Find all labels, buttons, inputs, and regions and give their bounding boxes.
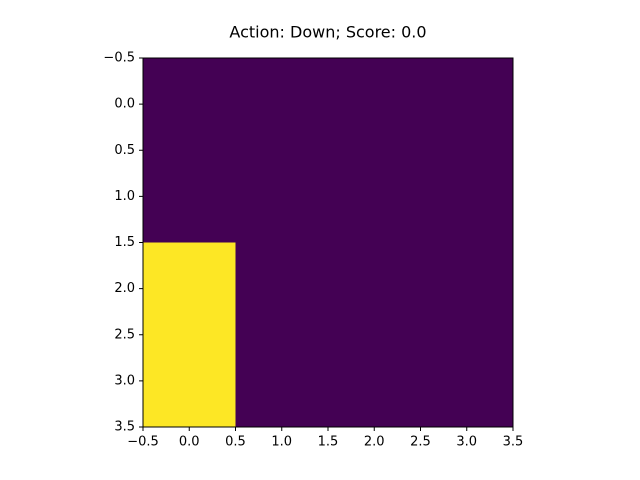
cell (235, 150, 328, 243)
cell (420, 334, 513, 427)
y-tick-label: 1.0 (114, 189, 135, 204)
cell (420, 242, 513, 335)
x-tick-label: 1.0 (271, 435, 292, 450)
cell (235, 242, 328, 335)
x-tick-label: 0.5 (225, 435, 246, 450)
x-tick-label: −0.5 (127, 435, 159, 450)
cell (420, 150, 513, 243)
cell (235, 58, 328, 151)
y-tick-label: 1.5 (114, 235, 135, 250)
x-tick-label: 1.5 (318, 435, 339, 450)
y-tick-label: 2.0 (114, 281, 135, 296)
cell (420, 58, 513, 151)
y-tick-label: 0.0 (114, 97, 135, 112)
x-tick-label: 2.5 (410, 435, 431, 450)
chart-title: Action: Down; Score: 0.0 (229, 23, 426, 42)
cell (143, 58, 236, 151)
x-tick-label: 3.5 (503, 435, 524, 450)
cell (235, 334, 328, 427)
cell (328, 58, 421, 151)
y-tick-label: 3.5 (114, 420, 135, 435)
cell (328, 334, 421, 427)
cell (143, 334, 236, 427)
y-tick-label: 3.0 (114, 373, 135, 388)
y-tick-label: 2.5 (114, 327, 135, 342)
cell (328, 150, 421, 243)
cell (143, 150, 236, 243)
y-tick-label: −0.5 (103, 51, 135, 66)
x-tick-label: 3.0 (456, 435, 477, 450)
y-tick-label: 0.5 (114, 143, 135, 158)
cell (328, 242, 421, 335)
x-tick-label: 0.0 (179, 435, 200, 450)
cell (143, 242, 236, 335)
x-tick-label: 2.0 (364, 435, 385, 450)
